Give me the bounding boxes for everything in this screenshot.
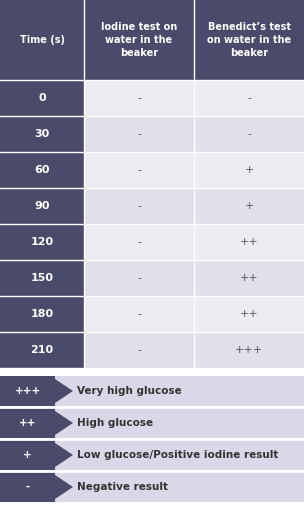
Bar (194, 152, 304, 188)
Bar (0, 472, 55, 502)
Bar (0, 376, 55, 406)
Text: Negative result: Negative result (77, 482, 168, 492)
Text: Iodine test on
water in the
beaker: Iodine test on water in the beaker (101, 22, 177, 58)
Bar (0, 0, 84, 80)
Bar (194, 0, 304, 80)
Text: 180: 180 (30, 309, 54, 319)
Bar (84, 116, 194, 152)
Text: 30: 30 (34, 129, 50, 139)
Bar (0, 296, 84, 332)
Text: High glucose: High glucose (77, 418, 153, 428)
Polygon shape (55, 475, 73, 499)
Polygon shape (55, 379, 73, 403)
Text: -: - (247, 93, 251, 103)
Text: -: - (137, 309, 141, 319)
Text: +: + (244, 165, 254, 175)
Text: Time (s): Time (s) (19, 35, 64, 45)
Bar (0, 188, 84, 224)
Text: +: + (244, 201, 254, 211)
Text: Low glucose/Positive iodine result: Low glucose/Positive iodine result (77, 450, 278, 460)
Text: Very high glucose: Very high glucose (77, 386, 182, 396)
Bar (194, 188, 304, 224)
Text: +++: +++ (14, 386, 41, 396)
Text: -: - (25, 482, 29, 492)
Bar (84, 152, 194, 188)
Bar (0, 224, 84, 260)
Text: Benedict’s test
on water in the
beaker: Benedict’s test on water in the beaker (207, 22, 291, 58)
Text: 90: 90 (34, 201, 50, 211)
Polygon shape (55, 411, 73, 435)
Text: ++: ++ (19, 418, 36, 428)
Bar (55, 408, 304, 438)
Bar (194, 224, 304, 260)
Bar (84, 188, 194, 224)
Bar (0, 116, 84, 152)
Bar (84, 0, 194, 80)
Text: 210: 210 (30, 345, 54, 355)
Text: -: - (137, 345, 141, 355)
Bar (0, 152, 84, 188)
Bar (55, 376, 304, 406)
Bar (194, 296, 304, 332)
Text: +++: +++ (235, 345, 263, 355)
Bar (194, 80, 304, 116)
Text: -: - (137, 93, 141, 103)
Text: 0: 0 (38, 93, 46, 103)
Bar (0, 408, 55, 438)
Text: -: - (137, 273, 141, 283)
Text: ++: ++ (240, 273, 258, 283)
Text: ++: ++ (240, 237, 258, 247)
Text: 120: 120 (30, 237, 54, 247)
Text: 60: 60 (34, 165, 50, 175)
Bar (194, 260, 304, 296)
Bar (84, 224, 194, 260)
Bar (0, 260, 84, 296)
Bar (0, 80, 84, 116)
Bar (194, 332, 304, 368)
Bar (0, 440, 55, 470)
Bar (84, 332, 194, 368)
Bar (84, 80, 194, 116)
Text: ++: ++ (240, 309, 258, 319)
Polygon shape (55, 443, 73, 467)
Bar (84, 296, 194, 332)
Text: +: + (23, 450, 32, 460)
Text: -: - (247, 129, 251, 139)
Text: 150: 150 (30, 273, 54, 283)
Text: -: - (137, 201, 141, 211)
Bar (55, 472, 304, 502)
Bar (0, 332, 84, 368)
Text: -: - (137, 165, 141, 175)
Text: -: - (137, 129, 141, 139)
Text: -: - (137, 237, 141, 247)
Bar (194, 116, 304, 152)
Bar (84, 260, 194, 296)
Bar (55, 440, 304, 470)
